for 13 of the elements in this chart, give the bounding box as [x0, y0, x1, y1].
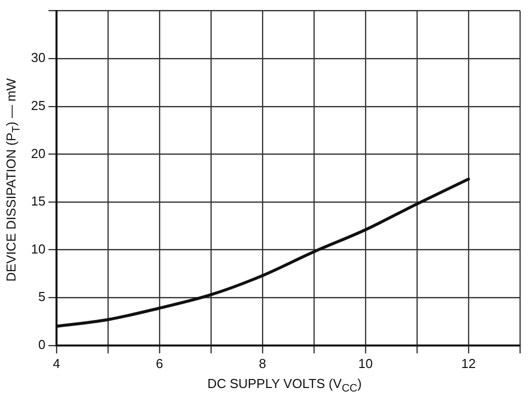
y-tick-label: 10: [30, 241, 46, 256]
x-tick-label: 10: [358, 356, 373, 371]
y-tick-label: 30: [30, 50, 46, 66]
y-tick-label: 25: [30, 98, 46, 113]
y-tick-label: 5: [38, 289, 46, 304]
y-tick-label: 15: [30, 194, 46, 209]
x-tick-label: 8: [258, 356, 266, 371]
x-tick-label: 12: [461, 356, 476, 371]
x-tick-label: 6: [156, 356, 164, 371]
y-tick-label: 0: [38, 336, 46, 352]
x-axis-title: DC SUPPLY VOLTS (V$_{CC}$): [206, 376, 363, 395]
x-tick-label: 4: [52, 356, 60, 371]
y-tick-label: 20: [30, 146, 46, 161]
